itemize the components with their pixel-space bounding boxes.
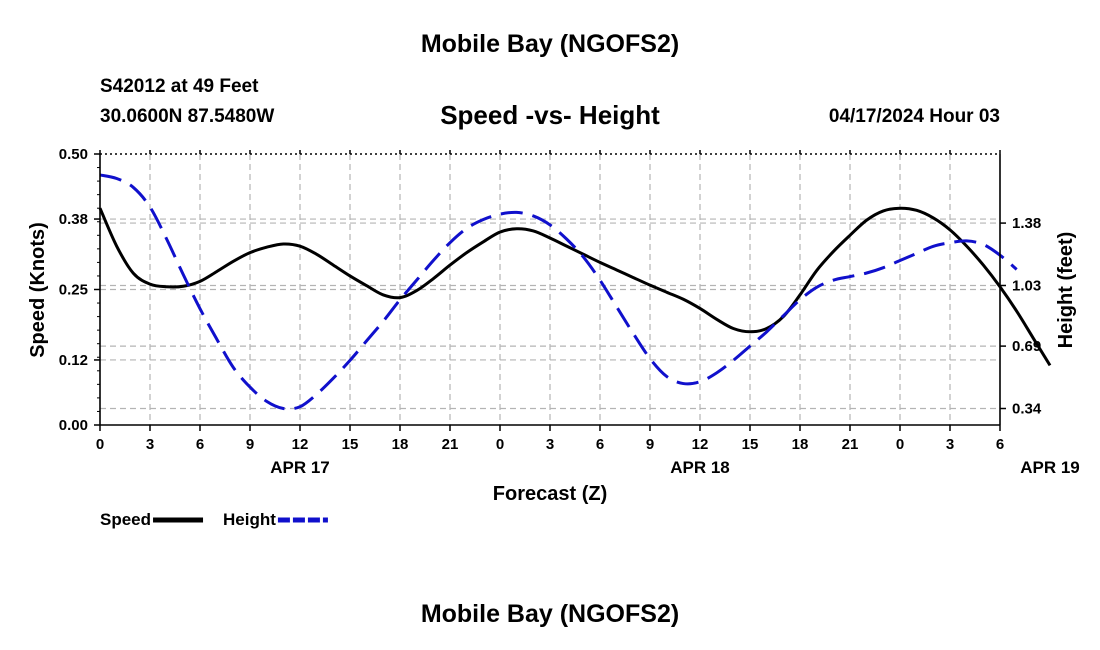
y-tick-label-right: 1.03 — [1012, 277, 1041, 294]
x-tick-label: 0 — [96, 436, 104, 453]
y-tick-label-left: 0.12 — [59, 352, 88, 369]
series-line-speed — [98, 206, 1052, 367]
page-title-footer: Mobile Bay (NGOFS2) — [420, 600, 680, 628]
date-label: APR 19 — [1020, 458, 1080, 477]
x-tick-label: 18 — [792, 436, 809, 453]
y-tick-label-left: 0.25 — [59, 282, 88, 299]
grid-lines — [100, 154, 1000, 425]
forecast-datetime: 04/17/2024 Hour 03 — [828, 106, 1000, 127]
y-tick-label-left: 0.38 — [59, 211, 88, 228]
legend-label-speed: Speed — [100, 510, 151, 529]
y-tick-label-right: 0.69 — [1012, 338, 1041, 355]
series-line-height — [99, 173, 1018, 411]
x-tick-label: 0 — [896, 436, 904, 453]
legend: Speed Height — [100, 510, 328, 529]
x-tick-label: 9 — [646, 436, 654, 453]
y-tick-label-left: 0.00 — [59, 417, 88, 434]
x-tick-label: 21 — [442, 436, 459, 453]
y-axis-label-left: Speed (Knots) — [27, 222, 49, 358]
y-tick-label-right: 1.38 — [1012, 215, 1041, 232]
x-tick-label: 3 — [146, 436, 154, 453]
axes: 0 3 6 9 12 15 18 21 0 3 6 9 12 15 18 21 0 3 6 APR 17 APR 18 A… — [59, 146, 1080, 477]
legend-label-height: Height — [223, 510, 276, 529]
chart-title: Speed -vs- Height — [440, 100, 660, 130]
x-tick-label: 3 — [546, 436, 554, 453]
station-label: S42012 at 49 Feet — [100, 76, 259, 97]
series-lines — [98, 173, 1052, 411]
x-tick-label: 6 — [196, 436, 204, 453]
x-tick-label: 12 — [692, 436, 709, 453]
x-tick-label: 3 — [946, 436, 954, 453]
x-tick-label: 9 — [246, 436, 254, 453]
x-tick-label: 15 — [342, 436, 359, 453]
y-axis-label-right: Height (feet) — [1055, 232, 1077, 349]
x-tick-label: 12 — [292, 436, 309, 453]
page-title: Mobile Bay (NGOFS2) — [420, 30, 680, 58]
coordinates-label: 30.0600N 87.5480W — [100, 106, 275, 127]
date-label: APR 17 — [270, 458, 330, 477]
x-tick-label: 6 — [996, 436, 1004, 453]
x-tick-label: 0 — [496, 436, 504, 453]
date-label: APR 18 — [670, 458, 730, 477]
y-tick-label-right: 0.34 — [1012, 401, 1042, 418]
x-tick-label: 6 — [596, 436, 604, 453]
y-tick-label-left: 0.50 — [59, 146, 88, 163]
x-tick-label: 21 — [842, 436, 859, 453]
x-tick-label: 15 — [742, 436, 759, 453]
x-axis-label: Forecast (Z) — [493, 483, 607, 505]
x-tick-label: 18 — [392, 436, 409, 453]
